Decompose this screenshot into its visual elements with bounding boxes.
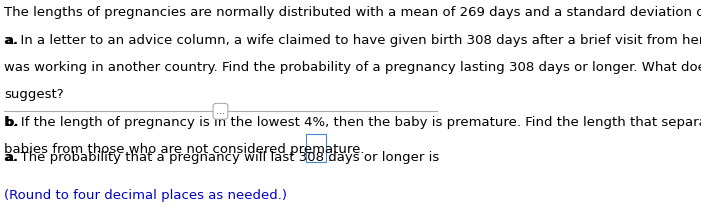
Text: suggest?: suggest? bbox=[4, 88, 64, 101]
FancyBboxPatch shape bbox=[306, 134, 327, 162]
Text: b.: b. bbox=[4, 116, 19, 129]
Text: .: . bbox=[327, 151, 332, 164]
Text: ...: ... bbox=[216, 106, 225, 116]
Text: babies from those who are not considered premature.: babies from those who are not considered… bbox=[4, 143, 365, 156]
Text: a.: a. bbox=[4, 34, 18, 47]
Text: (Round to four decimal places as needed.): (Round to four decimal places as needed.… bbox=[4, 189, 287, 202]
Text: a.: a. bbox=[4, 151, 18, 164]
Text: was working in another country. Find the probability of a pregnancy lasting 308 : was working in another country. Find the… bbox=[4, 61, 701, 74]
Text: The lengths of pregnancies are normally distributed with a mean of 269 days and : The lengths of pregnancies are normally … bbox=[4, 6, 701, 19]
Text: a. The probability that a pregnancy will last 308 days or longer is: a. The probability that a pregnancy will… bbox=[4, 151, 440, 164]
Text: b. If the length of pregnancy is in the lowest 4%, then the baby is premature. F: b. If the length of pregnancy is in the … bbox=[4, 116, 701, 129]
Text: a. In a letter to an advice column, a wife claimed to have given birth 308 days : a. In a letter to an advice column, a wi… bbox=[4, 34, 701, 47]
